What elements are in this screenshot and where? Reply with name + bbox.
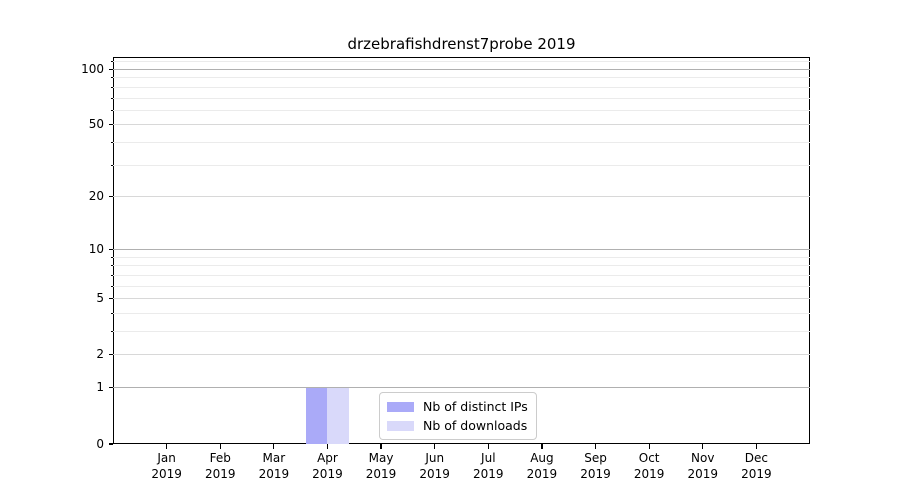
y-tick-mark: [108, 248, 113, 250]
minor-gridline: [113, 61, 810, 63]
minor-gridline: [113, 256, 810, 258]
minor-gridline: [113, 274, 810, 276]
y-minor-tick-mark: [110, 274, 113, 276]
x-tick-label: Nov 2019: [687, 451, 719, 481]
x-tick-mark: [273, 444, 275, 449]
major-gridline: [113, 387, 810, 389]
y-tick-label: 50: [88, 117, 104, 132]
x-tick-mark: [434, 444, 436, 449]
x-tick-mark: [326, 444, 329, 449]
y-minor-tick-mark: [110, 86, 113, 88]
y-tick-mark: [108, 196, 113, 198]
x-tick-label: Oct 2019: [633, 451, 665, 481]
plot-area: [113, 57, 810, 444]
minor-gridline: [113, 312, 810, 314]
legend: Nb of distinct IPs Nb of downloads: [379, 392, 537, 440]
minor-gridline: [113, 265, 810, 267]
gridline: [113, 124, 810, 126]
y-minor-tick-mark: [110, 97, 113, 99]
y-minor-tick-mark: [110, 61, 113, 63]
minor-gridline: [113, 142, 810, 144]
x-tick-mark: [702, 444, 704, 449]
x-tick-label: Sep 2019: [580, 451, 611, 481]
y-tick-label: 2: [96, 347, 104, 362]
x-tick-label: Aug 2019: [526, 451, 558, 481]
y-minor-tick-mark: [110, 330, 113, 332]
x-tick-mark: [487, 444, 489, 449]
legend-swatch: [387, 401, 414, 412]
y-minor-tick-mark: [110, 312, 113, 314]
minor-gridline: [113, 109, 810, 111]
x-tick-label: May 2019: [365, 451, 397, 481]
legend-item: Nb of distinct IPs: [387, 399, 528, 414]
y-tick-label: 0: [96, 436, 104, 451]
y-minor-tick-mark: [110, 77, 113, 79]
bar-nb-of-distinct-ips: [305, 387, 328, 444]
x-tick-mark: [648, 444, 650, 449]
y-tick-mark: [108, 68, 113, 71]
x-tick-mark: [594, 444, 597, 449]
y-tick-label: 20: [88, 189, 104, 204]
minor-gridline: [113, 77, 810, 79]
legend-label: Nb of downloads: [423, 418, 528, 433]
major-gridline: [113, 248, 810, 250]
x-tick-mark: [219, 444, 221, 449]
x-tick-mark: [755, 444, 757, 449]
y-minor-tick-mark: [110, 285, 113, 287]
x-tick-label: Jan 2019: [151, 451, 182, 481]
chart-title: drzebrafishdrenst7probe 2019: [347, 35, 576, 53]
x-tick-label: Mar 2019: [258, 451, 290, 481]
x-tick-label: Feb 2019: [204, 451, 236, 481]
y-tick-mark: [108, 387, 113, 389]
x-tick-label: Apr 2019: [312, 451, 343, 481]
y-tick-label: 1: [96, 380, 104, 395]
y-tick-mark: [108, 354, 113, 356]
y-minor-tick-mark: [110, 164, 113, 166]
legend-item: Nb of downloads: [387, 418, 528, 433]
y-tick-mark: [108, 297, 113, 300]
y-minor-tick-mark: [110, 256, 113, 258]
minor-gridline: [113, 330, 810, 332]
x-tick-mark: [380, 444, 382, 449]
y-tick-label: 5: [96, 291, 104, 306]
gridline: [113, 298, 810, 300]
minor-gridline: [113, 97, 810, 99]
y-tick-mark: [108, 443, 113, 445]
y-minor-tick-mark: [110, 142, 113, 144]
bar-nb-of-downloads: [327, 387, 349, 444]
y-minor-tick-mark: [110, 265, 113, 267]
x-tick-label: Dec 2019: [741, 451, 772, 481]
x-tick-mark: [166, 444, 168, 449]
y-tick-label: 100: [81, 61, 104, 76]
legend-label: Nb of distinct IPs: [423, 399, 528, 414]
x-tick-label: Jun 2019: [419, 451, 450, 481]
y-minor-tick-mark: [110, 109, 113, 111]
x-tick-mark: [541, 444, 543, 449]
y-tick-label: 10: [88, 241, 104, 256]
minor-gridline: [113, 86, 810, 88]
gridline: [113, 354, 810, 356]
gridline: [113, 196, 810, 198]
major-gridline: [113, 68, 810, 70]
minor-gridline: [113, 285, 810, 287]
x-tick-label: Jul 2019: [473, 451, 504, 481]
minor-gridline: [113, 164, 810, 166]
y-tick-mark: [108, 124, 113, 126]
legend-swatch: [387, 420, 414, 431]
